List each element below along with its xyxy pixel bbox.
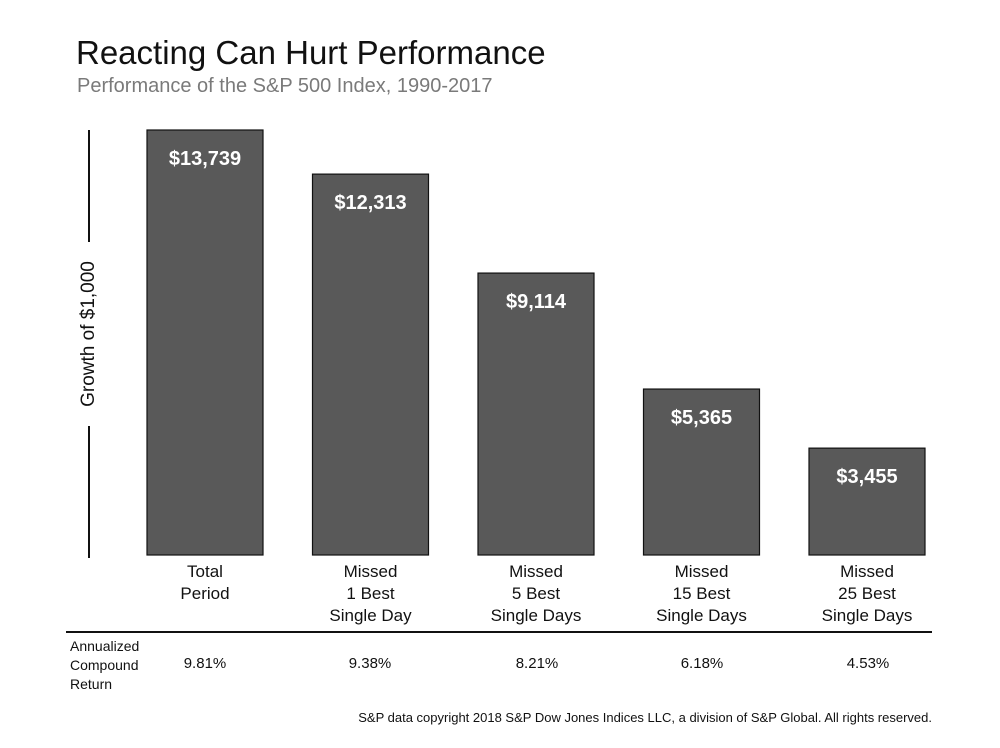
category-tick-label: 1 Best — [346, 584, 394, 603]
bar-chart: $13,739 Total Period $12,313 Missed 1 Best Sin… — [146, 129, 926, 625]
y-axis-label-line-top — [88, 130, 90, 242]
bar — [146, 129, 264, 556]
category-tick-label: 5 Best — [512, 584, 560, 603]
bar — [808, 447, 926, 556]
bar-value-label: $5,365 — [671, 407, 732, 429]
bar — [477, 272, 595, 556]
annualized-return-value: 4.53% — [846, 655, 890, 672]
annualized-label-line: Annualized — [70, 638, 140, 654]
annualized-return-value: 9.38% — [348, 655, 392, 672]
copyright-footer: S&P data copyright 2018 S&P Dow Jones In… — [358, 710, 932, 725]
y-axis-label-line-bottom — [88, 426, 90, 558]
category-tick-label: Single Days — [656, 606, 747, 625]
annualized-label-line: Compound — [70, 657, 139, 673]
category-tick-label: Single Day — [329, 606, 412, 625]
annualized-label-line: Return — [70, 676, 113, 692]
bar — [311, 173, 430, 556]
bar-value-label: $13,739 — [169, 148, 241, 170]
bar-value-label: $3,455 — [836, 466, 897, 488]
category-tick-label: 25 Best — [838, 584, 896, 603]
category-tick-label: Missed — [344, 562, 398, 581]
annualized-return-value: 9.81% — [183, 655, 227, 672]
category-tick-label: 15 Best — [673, 584, 731, 603]
bar — [642, 388, 761, 556]
annualized-return-value: 6.18% — [680, 655, 724, 672]
category-tick-label: Missed — [840, 562, 894, 581]
bar-value-label: $9,114 — [506, 291, 567, 313]
annualized-row-label: Annualized Compound Return — [70, 637, 160, 694]
category-tick-label: Missed — [675, 562, 729, 581]
category-tick-label: Total — [187, 562, 223, 581]
chart-title: Reacting Can Hurt Performance — [76, 34, 546, 71]
table-divider-rule — [66, 631, 932, 633]
category-tick-label: Single Days — [822, 606, 913, 625]
bar-value-label: $12,313 — [334, 192, 406, 214]
annualized-return-value: 8.21% — [515, 655, 559, 672]
category-tick-label: Period — [180, 584, 229, 603]
category-tick-label: Missed — [509, 562, 563, 581]
category-tick-label: Single Days — [491, 606, 582, 625]
chart-subtitle: Performance of the S&P 500 Index, 1990-2… — [77, 75, 493, 97]
